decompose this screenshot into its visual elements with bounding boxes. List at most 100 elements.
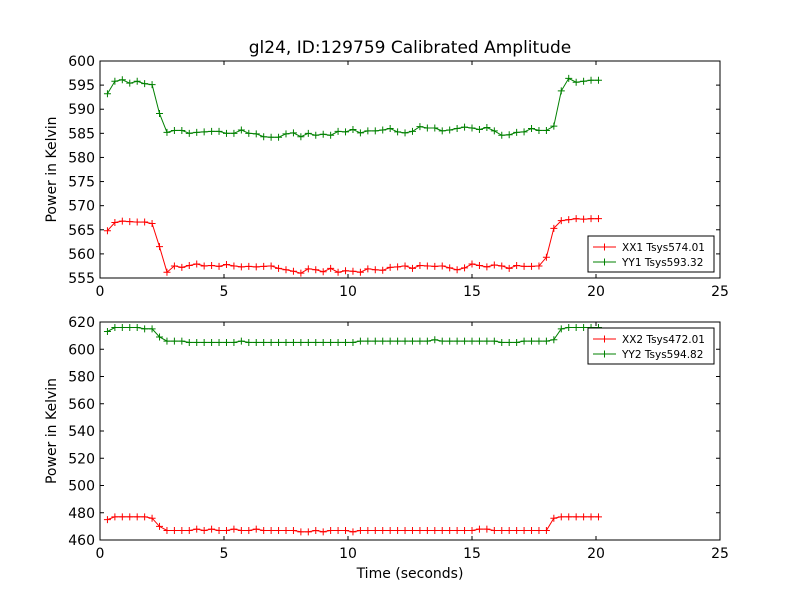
- top-panel: 0 5 10 15 20 25 555 560 565 570 575 580 585 590 595 600…: [44, 54, 729, 300]
- data-point: [379, 337, 387, 345]
- data-point: [520, 526, 528, 534]
- data-point: [193, 260, 201, 268]
- data-point: [520, 337, 528, 345]
- axes-frame: [99, 60, 721, 279]
- data-point: [446, 126, 454, 134]
- data-point: [230, 129, 238, 137]
- data-point: [208, 525, 216, 533]
- data-point: [148, 220, 156, 228]
- data-point: [215, 262, 223, 270]
- data-point: [394, 263, 402, 271]
- data-point: [163, 526, 171, 534]
- data-point: [342, 526, 350, 534]
- data-point: [535, 126, 543, 134]
- data-point: [156, 522, 164, 530]
- x-tick-label: 5: [220, 284, 229, 300]
- data-point: [490, 337, 498, 345]
- data-point: [185, 129, 193, 137]
- data-point: [408, 337, 416, 345]
- data-point: [431, 526, 439, 534]
- data-point: [237, 526, 245, 534]
- data-point: [185, 261, 193, 269]
- data-point: [185, 526, 193, 534]
- y-tick-label: 480: [68, 506, 95, 522]
- data-point: [133, 513, 141, 521]
- data-point: [141, 218, 149, 226]
- data-point: [267, 338, 275, 346]
- data-point: [453, 337, 461, 345]
- data-point: [215, 338, 223, 346]
- data-point: [208, 127, 216, 135]
- data-point: [252, 130, 260, 138]
- data-point: [237, 126, 245, 134]
- data-point: [230, 262, 238, 270]
- data-point: [356, 129, 364, 137]
- data-point: [148, 514, 156, 522]
- data-point: [111, 323, 119, 331]
- x-tick-label: 20: [587, 546, 605, 562]
- data-point: [483, 337, 491, 345]
- data-point: [118, 513, 126, 521]
- data-point: [118, 76, 126, 84]
- data-point: [498, 526, 506, 534]
- data-point: [334, 127, 342, 135]
- legend-label: XX1 Tsys574.01: [622, 242, 705, 254]
- data-point: [528, 125, 536, 133]
- data-point: [446, 526, 454, 534]
- legend-marker: [601, 350, 608, 358]
- x-tick-label: 10: [339, 546, 357, 562]
- data-point: [550, 122, 558, 130]
- data-point: [245, 129, 253, 137]
- data-point: [475, 125, 483, 133]
- data-point: [565, 216, 573, 224]
- y-tick-label: 600: [68, 342, 95, 358]
- data-point: [312, 338, 320, 346]
- data-point: [163, 128, 171, 136]
- data-point: [550, 224, 558, 232]
- data-point: [200, 262, 208, 270]
- data-point: [416, 337, 424, 345]
- data-point: [111, 77, 119, 85]
- data-point: [334, 338, 342, 346]
- data-point: [505, 131, 513, 139]
- data-point: [349, 267, 357, 275]
- data-point: [513, 261, 521, 269]
- data-point: [275, 526, 283, 534]
- data-point: [327, 338, 335, 346]
- data-point: [423, 526, 431, 534]
- y-tick-label: 575: [68, 175, 95, 191]
- data-point: [431, 336, 439, 344]
- data-point: [304, 129, 312, 137]
- data-point: [342, 128, 350, 136]
- y-tick-label: 520: [68, 451, 95, 467]
- y-tick-label: 460: [68, 533, 95, 549]
- data-point: [401, 262, 409, 270]
- data-point: [408, 127, 416, 135]
- x-tick-label: 15: [463, 546, 481, 562]
- data-point: [319, 130, 327, 138]
- data-point: [475, 337, 483, 345]
- y-axis-label: Power in Kelvin: [44, 378, 60, 484]
- data-point: [222, 260, 230, 268]
- legend-box: [587, 327, 715, 365]
- data-point: [572, 323, 580, 331]
- data-point: [312, 266, 320, 274]
- data-point: [386, 125, 394, 133]
- data-point: [364, 265, 372, 273]
- data-point: [528, 526, 536, 534]
- data-point: [416, 123, 424, 131]
- data-point: [148, 81, 156, 89]
- data-point: [126, 79, 134, 87]
- data-point: [453, 526, 461, 534]
- data-point: [461, 264, 469, 272]
- data-point: [461, 123, 469, 131]
- data-point: [535, 262, 543, 270]
- data-point: [193, 128, 201, 136]
- data-point: [483, 124, 491, 132]
- data-point: [416, 526, 424, 534]
- data-point: [356, 526, 364, 534]
- data-point: [505, 264, 513, 272]
- data-point: [297, 269, 305, 277]
- data-point: [371, 266, 379, 274]
